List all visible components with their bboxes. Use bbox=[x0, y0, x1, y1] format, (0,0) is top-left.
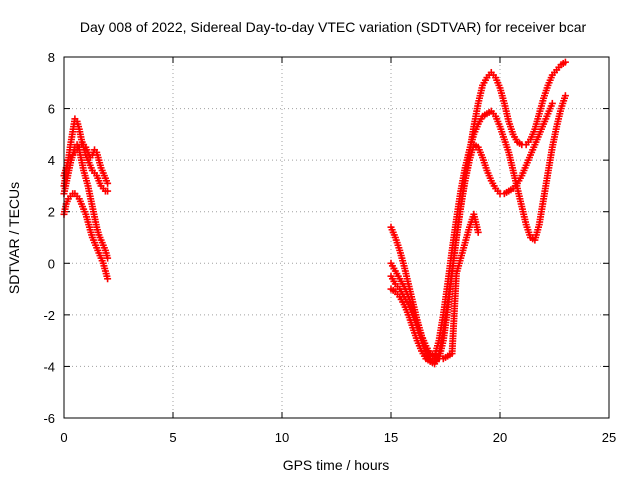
axis-ticks: 0 5 10 15 20 25 -6 -4 -2 0 2 4 6 8 bbox=[43, 50, 616, 445]
y-tick-label: 4 bbox=[48, 153, 55, 168]
y-tick-label: 0 bbox=[48, 256, 55, 271]
x-tick-label: 5 bbox=[169, 430, 176, 445]
series-early-d bbox=[60, 141, 112, 187]
y-tick-label: -6 bbox=[43, 411, 55, 426]
series-fill-markers bbox=[61, 146, 111, 185]
data-markers bbox=[60, 58, 569, 368]
y-axis-label: SDTVAR / TECUs bbox=[6, 182, 22, 294]
y-tick-label: 2 bbox=[48, 205, 55, 220]
series-early-a bbox=[60, 190, 112, 283]
x-tick-label: 25 bbox=[602, 430, 616, 445]
y-tick-label: 6 bbox=[48, 102, 55, 117]
plot-frame bbox=[63, 56, 610, 419]
chart-title: Day 008 of 2022, Sidereal Day-to-day VTE… bbox=[80, 19, 587, 35]
y-tick-label: 8 bbox=[48, 50, 55, 65]
y-tick-label: -2 bbox=[43, 308, 55, 323]
series-fill-markers bbox=[61, 197, 111, 280]
grid-lines bbox=[64, 57, 609, 418]
series-late-d bbox=[387, 210, 482, 363]
y-tick-label: -4 bbox=[43, 359, 55, 374]
data-point bbox=[104, 187, 112, 195]
x-tick-label: 0 bbox=[60, 430, 67, 445]
x-tick-label: 15 bbox=[384, 430, 398, 445]
series-fill-markers bbox=[388, 213, 482, 361]
x-tick-label: 10 bbox=[275, 430, 289, 445]
x-axis-label: GPS time / hours bbox=[283, 457, 390, 473]
x-tick-label: 20 bbox=[493, 430, 507, 445]
